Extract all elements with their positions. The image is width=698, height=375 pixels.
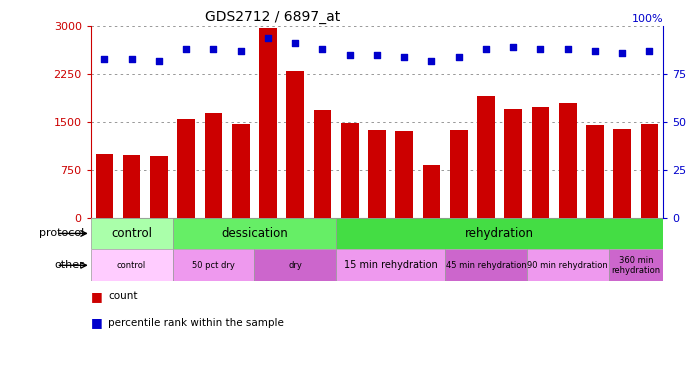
Text: dessication: dessication <box>221 227 288 240</box>
Bar <box>341 123 359 218</box>
Text: percentile rank within the sample: percentile rank within the sample <box>108 318 284 327</box>
Point <box>262 35 274 41</box>
Bar <box>313 110 332 218</box>
Bar <box>91 249 172 281</box>
Text: other: other <box>54 260 84 270</box>
Point <box>507 44 519 50</box>
Bar <box>123 155 140 218</box>
Point <box>290 40 301 46</box>
Bar <box>614 129 631 218</box>
Point <box>371 52 383 58</box>
Text: GDS2712 / 6897_at: GDS2712 / 6897_at <box>205 10 341 24</box>
Bar <box>91 217 172 249</box>
Bar <box>205 113 222 218</box>
Bar <box>150 156 168 218</box>
Bar <box>505 109 522 217</box>
Bar <box>336 249 445 281</box>
Text: rehydration: rehydration <box>465 227 534 240</box>
Bar <box>527 249 609 281</box>
Bar <box>586 125 604 218</box>
Bar <box>286 71 304 217</box>
Text: 100%: 100% <box>632 14 663 24</box>
Text: count: count <box>108 291 138 301</box>
Point <box>317 46 328 52</box>
Point <box>644 48 655 54</box>
Bar <box>232 124 249 217</box>
Text: 360 min
rehydration: 360 min rehydration <box>611 256 660 275</box>
Bar <box>259 27 276 218</box>
Bar <box>422 165 440 218</box>
Point <box>535 46 546 52</box>
Bar <box>395 131 413 218</box>
Point <box>344 52 355 58</box>
Bar <box>477 96 495 218</box>
Point <box>208 46 219 52</box>
Text: 50 pct dry: 50 pct dry <box>192 261 235 270</box>
Text: ■: ■ <box>91 316 103 329</box>
Bar <box>559 104 577 218</box>
Point <box>426 58 437 64</box>
Bar <box>177 118 195 218</box>
Point <box>154 58 165 64</box>
Bar <box>445 249 527 281</box>
Bar <box>172 217 336 249</box>
Bar <box>532 107 549 218</box>
Text: dry: dry <box>288 261 302 270</box>
Text: ■: ■ <box>91 290 103 303</box>
Point <box>399 54 410 60</box>
Point <box>181 46 192 52</box>
Point <box>480 46 491 52</box>
Point <box>99 56 110 62</box>
Bar <box>254 249 336 281</box>
Bar <box>609 249 663 281</box>
Text: control: control <box>117 261 147 270</box>
Bar <box>172 249 254 281</box>
Text: protocol: protocol <box>38 228 84 238</box>
Point <box>235 48 246 54</box>
Text: 90 min rehydration: 90 min rehydration <box>527 261 608 270</box>
Bar <box>96 154 113 218</box>
Text: control: control <box>111 227 152 240</box>
Point <box>126 56 138 62</box>
Bar <box>641 124 658 218</box>
Bar <box>368 129 386 218</box>
Bar <box>450 129 468 218</box>
Point <box>589 48 600 54</box>
Text: 45 min rehydration: 45 min rehydration <box>445 261 526 270</box>
Text: 15 min rehydration: 15 min rehydration <box>343 260 438 270</box>
Bar <box>336 217 663 249</box>
Point <box>616 50 628 56</box>
Point <box>562 46 573 52</box>
Point <box>453 54 464 60</box>
